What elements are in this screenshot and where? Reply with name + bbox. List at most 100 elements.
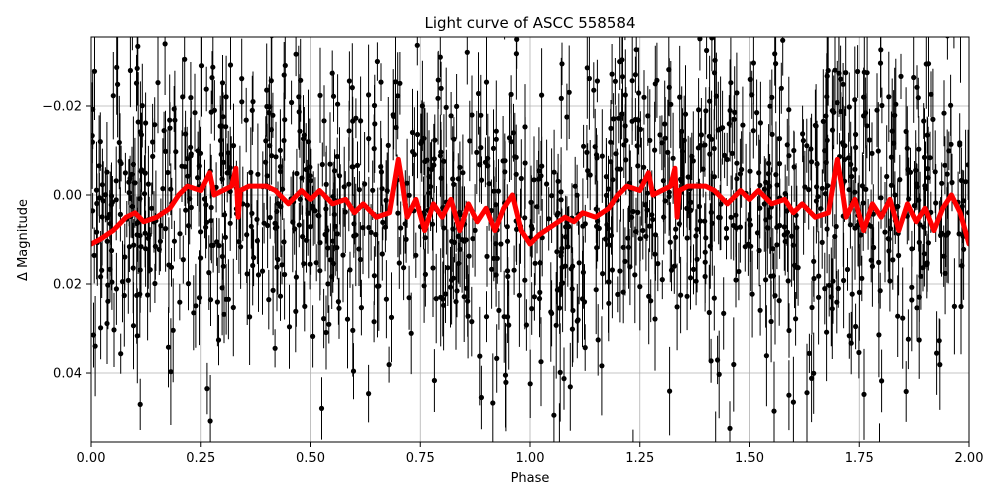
observation-point	[708, 358, 714, 364]
observation-point	[534, 204, 540, 210]
observation-point	[135, 43, 141, 50]
x-tick-label: 2.00	[955, 451, 984, 466]
observation-point	[539, 163, 545, 169]
observation-point	[860, 200, 866, 206]
observation-point	[586, 75, 593, 82]
observation-point	[572, 183, 578, 189]
observation-point	[139, 103, 145, 109]
observation-point	[514, 226, 520, 232]
observation-point	[830, 278, 836, 284]
observation-point	[703, 235, 709, 241]
observation-point	[456, 260, 462, 266]
observation-point	[665, 149, 671, 155]
observation-point	[270, 287, 276, 293]
observation-point	[539, 92, 545, 98]
observation-point	[564, 114, 570, 120]
observation-point	[763, 179, 769, 185]
observation-point	[309, 203, 315, 209]
observation-point	[100, 198, 106, 204]
observation-point	[327, 161, 333, 167]
observation-point	[108, 248, 115, 254]
observation-point	[896, 252, 902, 259]
observation-point	[903, 388, 909, 395]
observation-point	[715, 357, 721, 363]
observation-point	[560, 280, 566, 286]
observation-point	[167, 117, 173, 123]
observation-point	[906, 196, 912, 202]
observation-point	[282, 117, 288, 123]
observation-point	[966, 210, 969, 216]
observation-point	[652, 147, 658, 153]
observation-point	[924, 262, 930, 268]
observation-point	[293, 308, 299, 314]
observation-point	[689, 153, 695, 159]
observation-point	[297, 196, 303, 202]
observation-point	[477, 353, 483, 359]
observation-point	[346, 128, 352, 134]
observation-point	[141, 191, 148, 197]
observation-point	[840, 81, 846, 87]
observation-point	[305, 139, 312, 145]
observation-point	[916, 239, 922, 245]
observation-point	[177, 231, 183, 237]
observation-point	[718, 201, 724, 207]
observation-point	[188, 144, 194, 150]
observation-point	[152, 243, 158, 249]
observation-point	[102, 192, 108, 198]
observation-point	[711, 70, 718, 76]
observation-point	[808, 146, 814, 152]
observation-point	[114, 64, 120, 70]
observation-point	[196, 295, 203, 301]
observation-point	[620, 289, 626, 295]
observation-point	[264, 173, 270, 179]
observation-point	[846, 104, 852, 110]
observation-point	[774, 182, 780, 188]
observation-point	[113, 197, 119, 203]
observation-point	[731, 222, 737, 229]
observation-point	[611, 116, 617, 122]
observation-point	[594, 245, 600, 251]
observation-point	[684, 235, 690, 241]
observation-point	[763, 277, 769, 283]
observation-point	[342, 209, 348, 215]
observation-point	[709, 220, 715, 226]
observation-point	[666, 67, 672, 73]
observation-point	[877, 288, 883, 294]
observation-point	[227, 220, 233, 226]
observation-point	[853, 323, 859, 330]
x-tick-label: 0.75	[406, 451, 435, 466]
observation-point	[763, 217, 769, 223]
observation-point	[594, 223, 600, 229]
observation-point	[920, 265, 926, 271]
observation-point	[142, 170, 148, 176]
observation-point	[317, 92, 323, 98]
observation-point	[790, 242, 796, 248]
observation-point	[925, 175, 931, 181]
observation-point	[409, 129, 416, 136]
observation-point	[895, 203, 901, 209]
observation-point	[856, 289, 863, 295]
observation-point	[503, 379, 509, 385]
observation-point	[91, 208, 96, 214]
observation-point	[659, 277, 665, 283]
observation-point	[848, 340, 854, 346]
observation-point	[334, 153, 340, 160]
observation-point	[349, 85, 355, 91]
observation-point	[498, 241, 504, 247]
observation-point	[888, 182, 895, 188]
observation-point	[809, 304, 815, 311]
observation-point	[505, 273, 511, 280]
observation-point	[143, 120, 149, 126]
observation-point	[811, 275, 817, 282]
observation-point	[406, 192, 412, 198]
observation-point	[433, 296, 439, 302]
observation-point	[941, 253, 947, 259]
observation-point	[350, 118, 356, 124]
observation-point	[238, 244, 244, 250]
observation-point	[93, 187, 100, 193]
observation-point	[747, 76, 753, 82]
observation-point	[642, 202, 648, 208]
observation-point	[226, 170, 232, 176]
observation-point	[629, 78, 635, 84]
